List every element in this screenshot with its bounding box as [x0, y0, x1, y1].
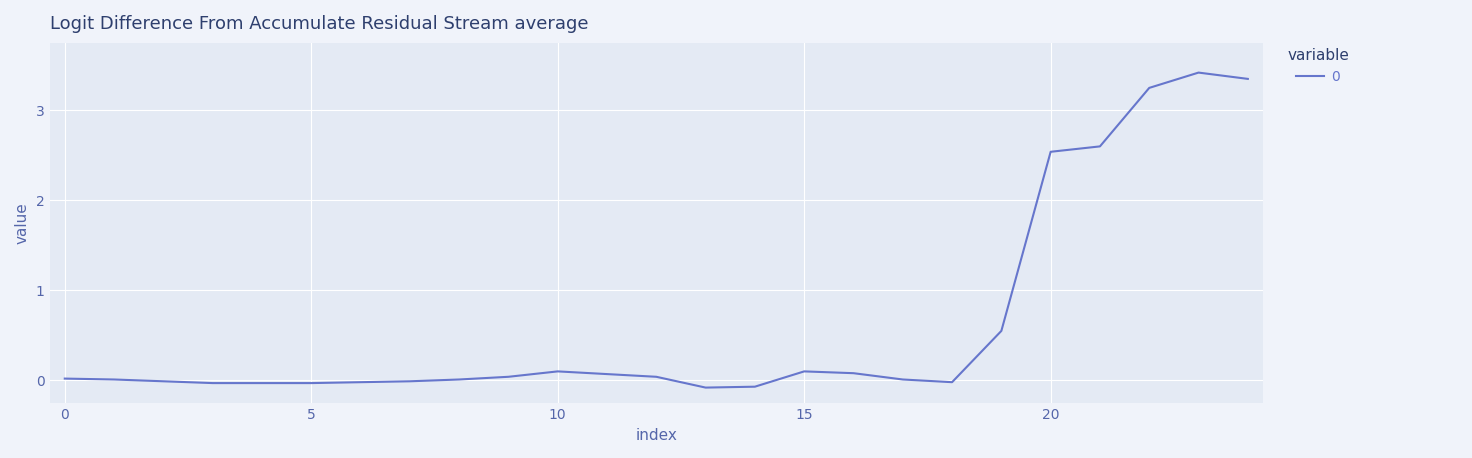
0 — [203, 380, 221, 386]
Text: Logit Difference From Accumulate Residual Stream average: Logit Difference From Accumulate Residua… — [50, 15, 589, 33]
0 — [1091, 144, 1108, 149]
0 — [499, 374, 517, 380]
0 — [845, 371, 863, 376]
0 — [450, 377, 468, 382]
0 — [992, 328, 1010, 333]
0 — [894, 377, 911, 382]
0 — [1141, 85, 1158, 91]
0 — [1042, 149, 1060, 154]
0 — [1239, 76, 1257, 82]
0 — [352, 379, 369, 385]
0 — [648, 374, 665, 380]
0 — [598, 371, 615, 377]
0 — [400, 379, 418, 384]
0 — [105, 377, 122, 382]
Legend: 0: 0 — [1282, 43, 1354, 90]
0 — [549, 369, 567, 374]
0 — [944, 379, 961, 385]
0 — [302, 380, 319, 386]
Y-axis label: value: value — [15, 202, 29, 244]
0 — [795, 369, 813, 374]
0 — [746, 384, 764, 389]
0 — [56, 376, 74, 382]
0 — [1189, 70, 1207, 75]
0 — [696, 385, 714, 390]
Line: 0: 0 — [65, 72, 1248, 387]
0 — [253, 380, 271, 386]
0 — [155, 379, 172, 384]
X-axis label: index: index — [636, 428, 677, 443]
